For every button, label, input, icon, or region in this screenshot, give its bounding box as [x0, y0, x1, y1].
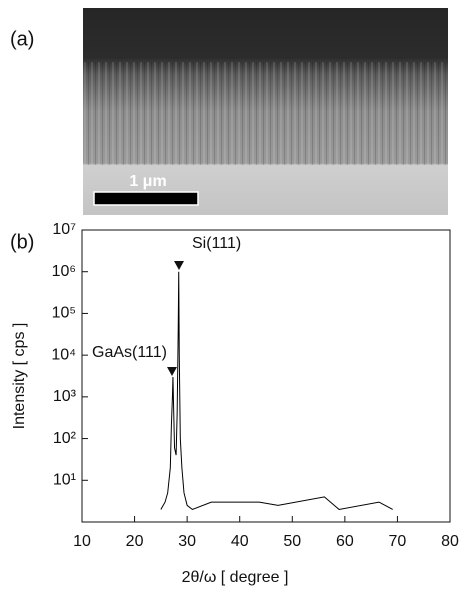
peak-marker: [167, 367, 177, 376]
x-tick-label: 80: [441, 533, 459, 550]
y-axis-label: Intensity [ cps ]: [11, 323, 28, 430]
y-tick-label: 10⁴: [51, 346, 76, 363]
x-axis-label: 2θ/ω [ degree ]: [182, 569, 289, 586]
scale-bar-label: 1 μm: [129, 173, 166, 190]
x-tick-label: 30: [178, 533, 196, 550]
x-tick-label: 50: [283, 533, 301, 550]
panel-label: (a): [10, 28, 34, 50]
y-tick-label: 10²: [53, 430, 77, 447]
x-tick-label: 70: [389, 533, 407, 550]
x-tick-label: 10: [73, 533, 91, 550]
peak-marker: [174, 261, 184, 270]
y-tick-label: 10⁵: [52, 305, 76, 322]
annotation: Si(111): [192, 235, 241, 252]
plot-frame: [81, 229, 451, 523]
y-tick-label: 10⁶: [52, 263, 76, 280]
y-tick-label: 10⁷: [52, 221, 76, 238]
annotation: GaAs(111): [92, 344, 167, 361]
y-tick-label: 10¹: [53, 472, 76, 489]
y-tick-label: 10³: [53, 388, 77, 405]
x-tick-label: 20: [126, 533, 144, 550]
sem-image: 1 μm: [83, 8, 448, 215]
scale-bar: [93, 191, 199, 206]
panel-label: (b): [10, 231, 34, 253]
spectrum: [160, 271, 393, 511]
x-tick-label: 60: [336, 533, 354, 550]
x-tick-label: 40: [231, 533, 249, 550]
